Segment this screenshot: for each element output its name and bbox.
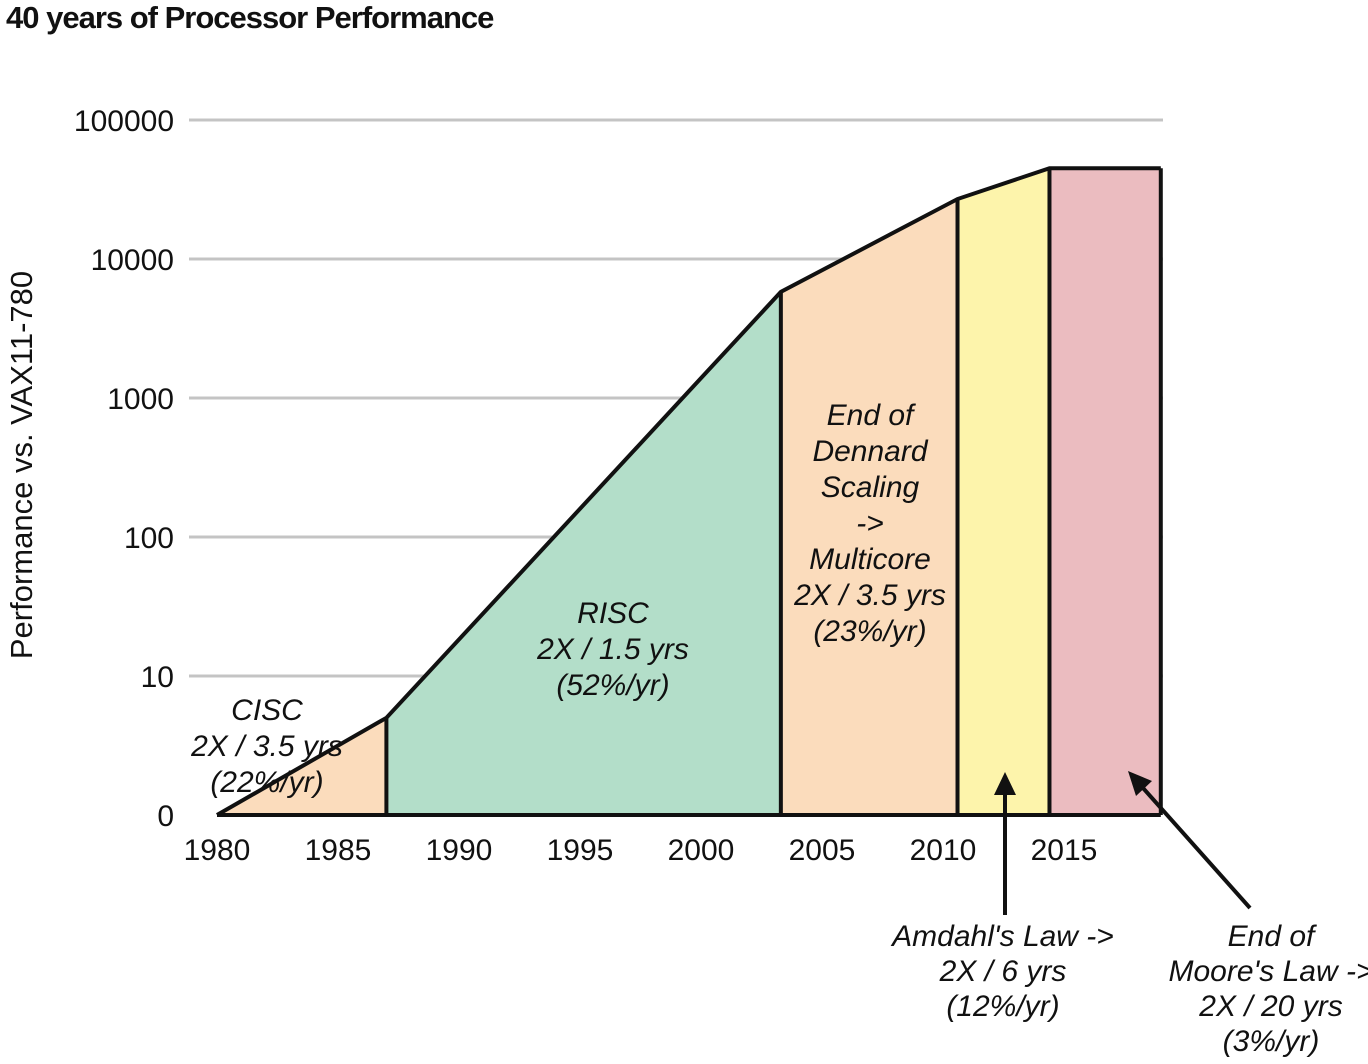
- axis-ticks: 0 10 100 1000 10000 100000 1980 1985 1990 1995 200…: [74, 105, 1097, 867]
- x-tick-label: 2015: [1031, 834, 1098, 867]
- region-label-line: (12%/yr): [946, 990, 1059, 1023]
- region-label-line: 2X / 20 yrs: [1198, 990, 1342, 1023]
- moore-arrow-head: [1128, 771, 1152, 796]
- region-label: End of Dennard Scaling -> Multicore 2X / 3.5 …: [793, 399, 946, 648]
- region-labels: CISC 2X / 3.5 yrs (22%/yr)RISC 2X / 1.5 yrs…: [190, 399, 1368, 1058]
- region-label-line: Multicore: [809, 543, 931, 576]
- x-tick-label: 1985: [305, 834, 372, 867]
- y-tick-label: 0: [157, 800, 174, 833]
- x-tick-label: 1995: [547, 834, 614, 867]
- x-tick-label: 1980: [184, 834, 251, 867]
- regions: [217, 168, 1161, 816]
- region-label-line: RISC: [577, 597, 649, 630]
- region-label-line: (3%/yr): [1223, 1025, 1320, 1058]
- region-label-line: 2X / 3.5 yrs: [793, 579, 946, 612]
- region-label-line: Scaling: [821, 471, 920, 504]
- moore-arrow-shaft: [1141, 786, 1252, 910]
- region-label: End of Moore's Law -> 2X / 20 yrs (3%/yr): [1169, 920, 1368, 1058]
- region-label-line: 2X / 3.5 yrs: [190, 730, 343, 763]
- y-tick-label: 10000: [91, 244, 174, 277]
- region-label-line: (52%/yr): [556, 669, 669, 702]
- x-tick-label: 2010: [910, 834, 977, 867]
- x-tick-label: 2000: [668, 834, 735, 867]
- region-label-line: ->: [856, 507, 884, 540]
- amdahl-arrow-head: [994, 772, 1016, 795]
- region-label-line: (22%/yr): [210, 766, 323, 799]
- region-label: CISC 2X / 3.5 yrs (22%/yr): [190, 694, 343, 799]
- y-axis-label: Performance vs. VAX11-780: [4, 271, 39, 659]
- region-label-line: Dennard: [812, 435, 928, 468]
- y-tick-label: 100000: [74, 105, 174, 138]
- region-label: Amdahl's Law -> 2X / 6 yrs (12%/yr): [890, 920, 1114, 1023]
- region-label-line: CISC: [231, 694, 303, 727]
- region-label-line: Moore's Law ->: [1169, 955, 1368, 988]
- region-label-line: End of: [1228, 920, 1317, 953]
- region-label: RISC 2X / 1.5 yrs (52%/yr): [536, 597, 689, 702]
- x-tick-label: 2005: [789, 834, 856, 867]
- region-risc: [386, 291, 781, 815]
- region-amdahl-s-law: [957, 168, 1050, 815]
- chart-title: 40 years of Processor Performance: [6, 0, 494, 35]
- region-label-line: 2X / 6 yrs: [939, 955, 1067, 988]
- performance-line: [216, 166, 1161, 817]
- y-tick-label: 10: [141, 661, 174, 694]
- region-label-line: (23%/yr): [813, 615, 926, 648]
- y-tick-label: 100: [124, 522, 174, 555]
- region-label-line: 2X / 1.5 yrs: [536, 633, 689, 666]
- y-tick-label: 1000: [107, 383, 174, 416]
- x-tick-label: 1990: [426, 834, 493, 867]
- region-label-line: Amdahl's Law ->: [890, 920, 1114, 953]
- region-label-line: End of: [827, 399, 916, 432]
- region-end-of-dennard-scaling: [780, 199, 958, 816]
- region-end-of-moore-s-law: [1049, 168, 1161, 815]
